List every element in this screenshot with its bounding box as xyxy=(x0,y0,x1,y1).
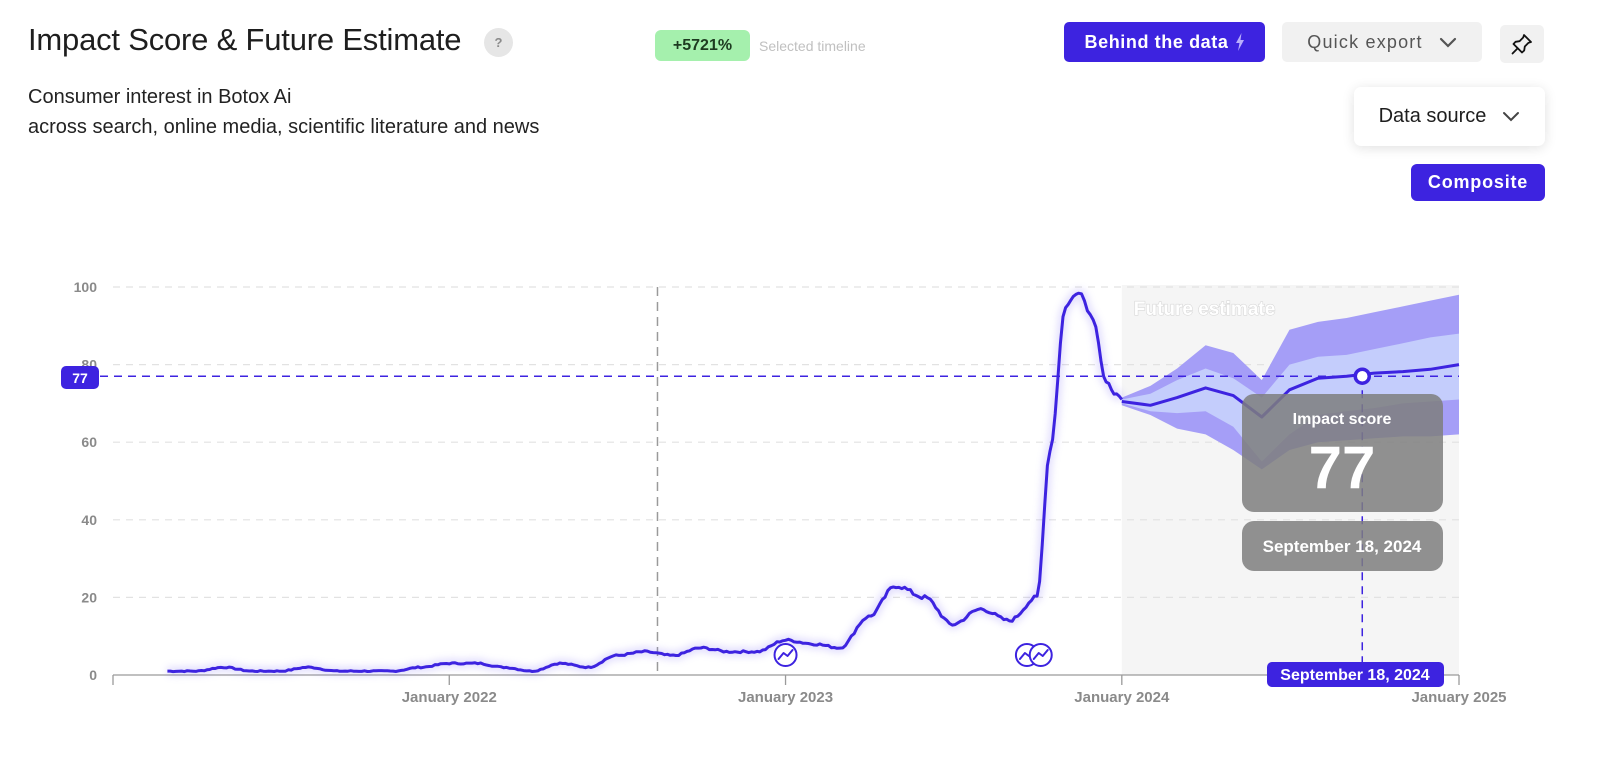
quick-export-button[interactable]: Quick export xyxy=(1282,22,1482,62)
quick-export-label: Quick export xyxy=(1307,31,1423,52)
behind-the-data-label: Behind the data xyxy=(1084,31,1229,52)
y-tick-label: 100 xyxy=(74,279,98,295)
data-source-dropdown[interactable]: Data source xyxy=(1354,87,1545,146)
composite-button[interactable]: Composite xyxy=(1411,164,1545,201)
pin-icon xyxy=(1511,34,1532,55)
forecast-median-line xyxy=(1121,363,1460,419)
trend-event-icon[interactable] xyxy=(1028,643,1053,667)
chevron-down-icon xyxy=(1503,112,1520,122)
reference-date-badge xyxy=(1267,662,1444,687)
future-estimate-label: Future estimate xyxy=(1134,299,1275,320)
lightning-icon xyxy=(1235,33,1244,51)
change-badge: +5721% xyxy=(655,30,750,61)
page-title: Impact Score & Future Estimate xyxy=(28,22,462,57)
x-tick-label: January 2023 xyxy=(738,689,833,706)
tooltip-box xyxy=(1242,394,1443,512)
x-tick-label: January 2025 xyxy=(1411,689,1506,706)
tooltip-date-box xyxy=(1242,521,1443,571)
behind-the-data-button[interactable]: Behind the data xyxy=(1064,22,1265,62)
subtitle-line-2: across search, online media, scientific … xyxy=(28,116,540,138)
impact-score-line xyxy=(167,291,1123,674)
y-tick-label: 60 xyxy=(81,434,97,450)
data-source-label: Data source xyxy=(1378,105,1487,127)
reference-point[interactable] xyxy=(1353,367,1372,385)
help-icon[interactable]: ? xyxy=(484,28,513,57)
change-caption: Selected timeline xyxy=(759,38,866,54)
tooltip-date: September 18, 2024 xyxy=(1263,537,1422,556)
y-tick-label: 20 xyxy=(81,589,97,605)
x-tick-label: January 2024 xyxy=(1074,689,1170,706)
y-tick-label: 0 xyxy=(89,667,97,683)
reference-date-label: September 18, 2024 xyxy=(1280,667,1430,684)
reference-value-label: 77 xyxy=(72,370,88,386)
tooltip-title: Impact score xyxy=(1293,411,1392,428)
subtitle-line-1: Consumer interest in Botox Ai xyxy=(28,86,292,108)
trend-event-glyph xyxy=(1032,649,1049,660)
chevron-down-icon xyxy=(1439,37,1456,48)
pin-button[interactable] xyxy=(1500,25,1544,63)
x-tick-label: January 2022 xyxy=(402,689,497,706)
trend-event-glyph xyxy=(777,649,794,660)
tooltip-value: 77 xyxy=(1309,434,1376,501)
trend-event-icon[interactable] xyxy=(773,643,798,667)
y-tick-label: 40 xyxy=(81,512,97,528)
page-subtitle: Consumer interest in Botox Ai across sea… xyxy=(28,82,539,142)
impact-line-glow xyxy=(167,289,1125,676)
reference-value-badge xyxy=(61,366,99,389)
